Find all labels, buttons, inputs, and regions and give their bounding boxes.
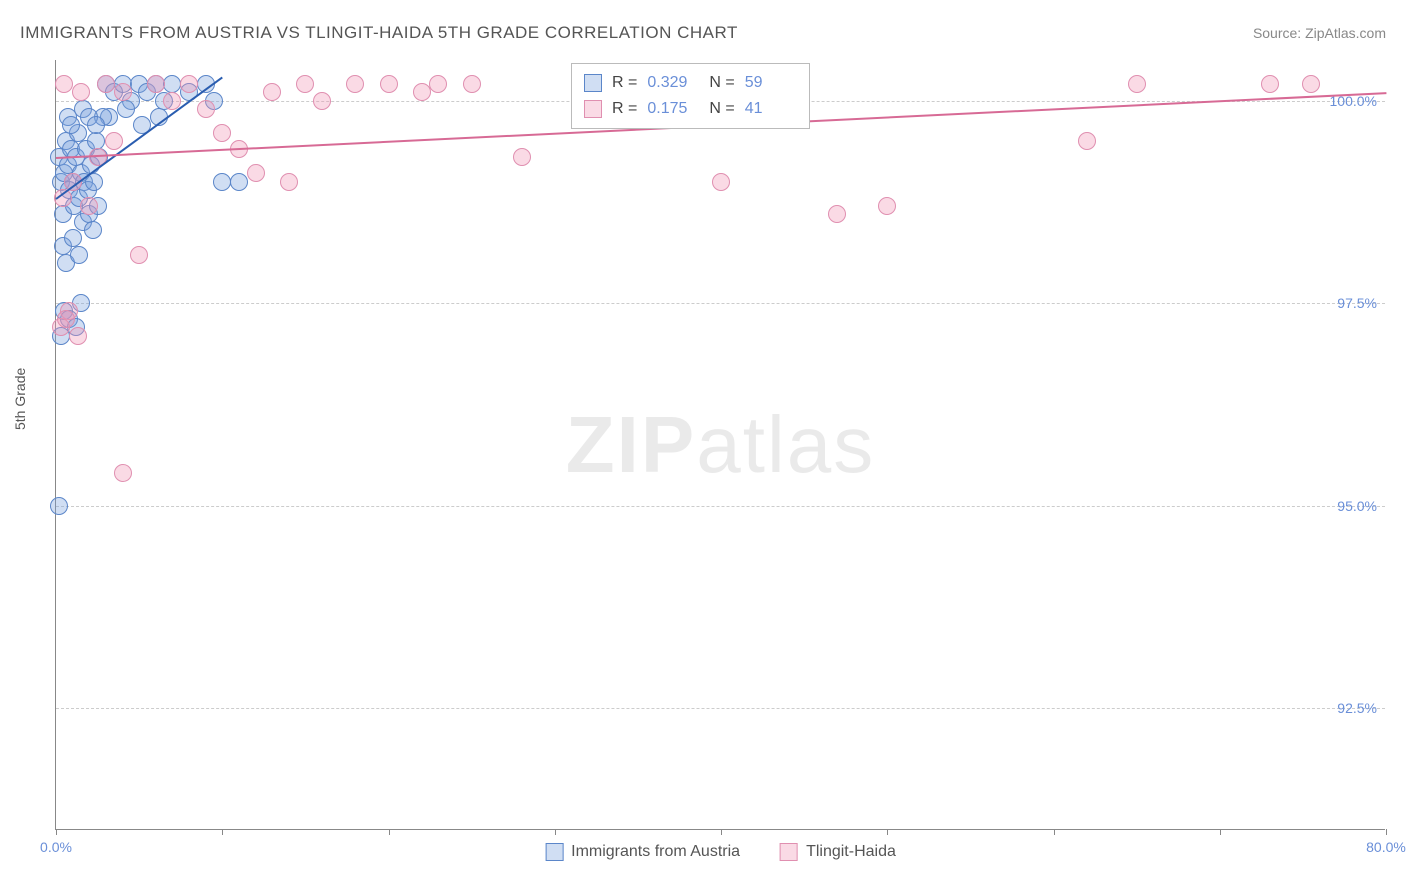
scatter-point-tlingit [828,205,846,223]
y-tick-label: 97.5% [1337,295,1377,311]
scatter-point-tlingit [213,124,231,142]
legend-label: Immigrants from Austria [571,843,740,861]
x-tick [1386,829,1387,835]
gridline-h [56,708,1385,709]
scatter-point-tlingit [313,92,331,110]
stat-n-value: 59 [745,70,797,96]
bottom-legend: Immigrants from Austria Tlingit-Haida [545,843,896,861]
scatter-point-austria [84,221,102,239]
legend-item-austria: Immigrants from Austria [545,843,740,861]
scatter-point-tlingit [55,75,73,93]
x-tick [721,829,722,835]
scatter-plot: ZIPatlas 92.5%95.0%97.5%100.0%0.0%80.0%R… [55,60,1385,830]
scatter-point-tlingit [712,173,730,191]
scatter-point-tlingit [130,246,148,264]
stat-row-austria: R = 0.329 N = 59 [584,70,797,96]
stat-r-label: R = [612,70,637,96]
scatter-point-tlingit [114,83,132,101]
chart-source: Source: ZipAtlas.com [1253,25,1386,41]
watermark-zip: ZIP [566,400,696,489]
scatter-point-tlingit [380,75,398,93]
stat-r-value: 0.329 [647,70,699,96]
scatter-point-tlingit [413,83,431,101]
scatter-point-tlingit [513,148,531,166]
scatter-point-tlingit [296,75,314,93]
scatter-point-austria [50,497,68,515]
gridline-h [56,303,1385,304]
stat-swatch-icon [584,74,602,92]
x-tick [389,829,390,835]
scatter-point-tlingit [147,75,165,93]
scatter-point-austria [87,116,105,134]
scatter-point-austria [230,173,248,191]
x-tick [1054,829,1055,835]
x-tick-label: 80.0% [1366,839,1406,855]
scatter-point-tlingit [1261,75,1279,93]
stat-r-label: R = [612,96,637,122]
y-axis-label: 5th Grade [12,368,28,430]
chart-title: IMMIGRANTS FROM AUSTRIA VS TLINGIT-HAIDA… [20,23,738,43]
scatter-point-tlingit [463,75,481,93]
x-tick [1220,829,1221,835]
scatter-point-tlingit [878,197,896,215]
legend-swatch-icon [545,843,563,861]
scatter-point-austria [117,100,135,118]
x-tick [56,829,57,835]
scatter-point-tlingit [57,310,75,328]
scatter-point-tlingit [80,197,98,215]
stat-r-value: 0.175 [647,96,699,122]
watermark: ZIPatlas [566,399,875,491]
stat-row-tlingit: R = 0.175 N = 41 [584,96,797,122]
correlation-stats-box: R = 0.329 N = 59 R = 0.175 N = 41 [571,63,810,129]
scatter-point-tlingit [69,327,87,345]
scatter-point-tlingit [1078,132,1096,150]
x-tick [887,829,888,835]
scatter-point-tlingit [72,83,90,101]
gridline-h [56,506,1385,507]
stat-n-label: N = [709,70,734,96]
scatter-point-tlingit [1128,75,1146,93]
legend-swatch-icon [780,843,798,861]
y-tick-label: 92.5% [1337,700,1377,716]
x-tick [222,829,223,835]
scatter-point-tlingit [105,132,123,150]
stat-swatch-icon [584,100,602,118]
scatter-point-austria [213,173,231,191]
x-tick [555,829,556,835]
stat-n-label: N = [709,96,734,122]
scatter-point-austria [70,246,88,264]
scatter-point-tlingit [263,83,281,101]
scatter-point-tlingit [280,173,298,191]
legend-item-tlingit: Tlingit-Haida [780,843,896,861]
y-tick-label: 95.0% [1337,498,1377,514]
x-tick-label: 0.0% [40,839,72,855]
watermark-atlas: atlas [696,400,875,489]
stat-n-value: 41 [745,96,797,122]
scatter-point-tlingit [197,100,215,118]
chart-header: IMMIGRANTS FROM AUSTRIA VS TLINGIT-HAIDA… [20,18,1386,48]
scatter-point-tlingit [97,75,115,93]
scatter-point-tlingit [429,75,447,93]
scatter-point-tlingit [114,464,132,482]
scatter-point-tlingit [247,164,265,182]
legend-label: Tlingit-Haida [806,843,896,861]
scatter-point-tlingit [180,75,198,93]
scatter-point-austria [62,116,80,134]
scatter-point-tlingit [346,75,364,93]
scatter-point-tlingit [1302,75,1320,93]
